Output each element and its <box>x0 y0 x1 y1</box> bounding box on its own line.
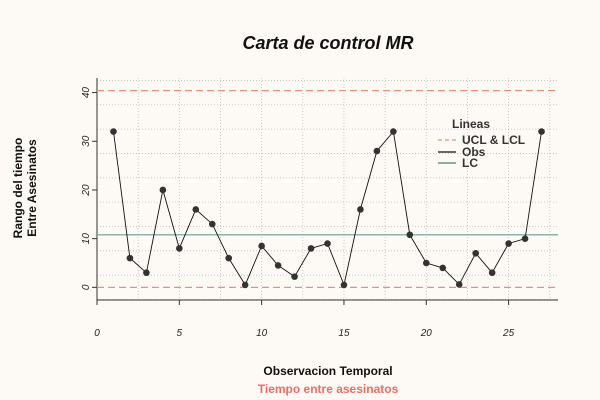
x-tick-label: 15 <box>338 328 350 339</box>
y-tick-label: 30 <box>81 135 92 147</box>
obs-data-point <box>505 240 512 247</box>
chart-subtitle: Tiempo entre asesinatos <box>258 382 399 396</box>
legend-label-obs: Obs <box>462 145 486 159</box>
plot-area: 0 10 20 30 40 0 5 10 15 20 25 <box>81 78 558 339</box>
legend-label-lc: LC <box>462 156 478 170</box>
x-tick-label: 0 <box>94 328 100 339</box>
legend-label-limits: UCL & LCL <box>462 133 525 147</box>
x-tick-label: 20 <box>420 328 433 339</box>
x-tick-label: 5 <box>177 328 183 339</box>
obs-data-point <box>357 206 364 213</box>
y-tick-label: 0 <box>81 284 92 290</box>
obs-data-point <box>340 281 348 289</box>
y-tick-label: 40 <box>81 87 92 99</box>
legend-title: Lineas <box>452 117 490 131</box>
x-axis-label: Observacion Temporal <box>263 364 392 378</box>
obs-data-point <box>176 245 183 252</box>
obs-data-point <box>488 269 496 277</box>
obs-data-point <box>422 259 430 267</box>
obs-data-point <box>241 281 249 289</box>
obs-data-point <box>472 249 479 257</box>
obs-data-point <box>208 220 216 228</box>
obs-data-point <box>307 245 315 252</box>
obs-data-point <box>143 269 150 277</box>
obs-data-point <box>126 254 134 262</box>
y-axis-label-line-1: Rango del tiempo <box>11 138 25 239</box>
obs-data-point <box>192 206 200 213</box>
obs-data-point <box>225 254 233 262</box>
chart-title: Carta de control MR <box>242 33 413 53</box>
legend: Lineas UCL & LCL Obs LC <box>438 117 525 170</box>
x-tick-label: 10 <box>256 328 268 339</box>
obs-data-point <box>324 240 331 247</box>
obs-data-point <box>455 281 463 288</box>
y-tick-label: 20 <box>81 184 92 197</box>
obs-data-point <box>110 128 117 135</box>
obs-data-point <box>258 242 265 250</box>
obs-data-point <box>373 147 381 155</box>
obs-data-point <box>291 273 298 280</box>
x-tick-label: 25 <box>502 328 515 339</box>
obs-data-point <box>538 128 545 135</box>
obs-data-point <box>406 231 414 239</box>
obs-data-point <box>274 262 282 269</box>
obs-data-point <box>390 128 397 135</box>
y-axis-label-line-2: Entre Asesinatos <box>25 139 39 237</box>
obs-data-point <box>159 186 167 194</box>
obs-data-point <box>439 264 447 272</box>
y-tick-label: 10 <box>81 233 92 245</box>
obs-data-point <box>521 235 529 242</box>
